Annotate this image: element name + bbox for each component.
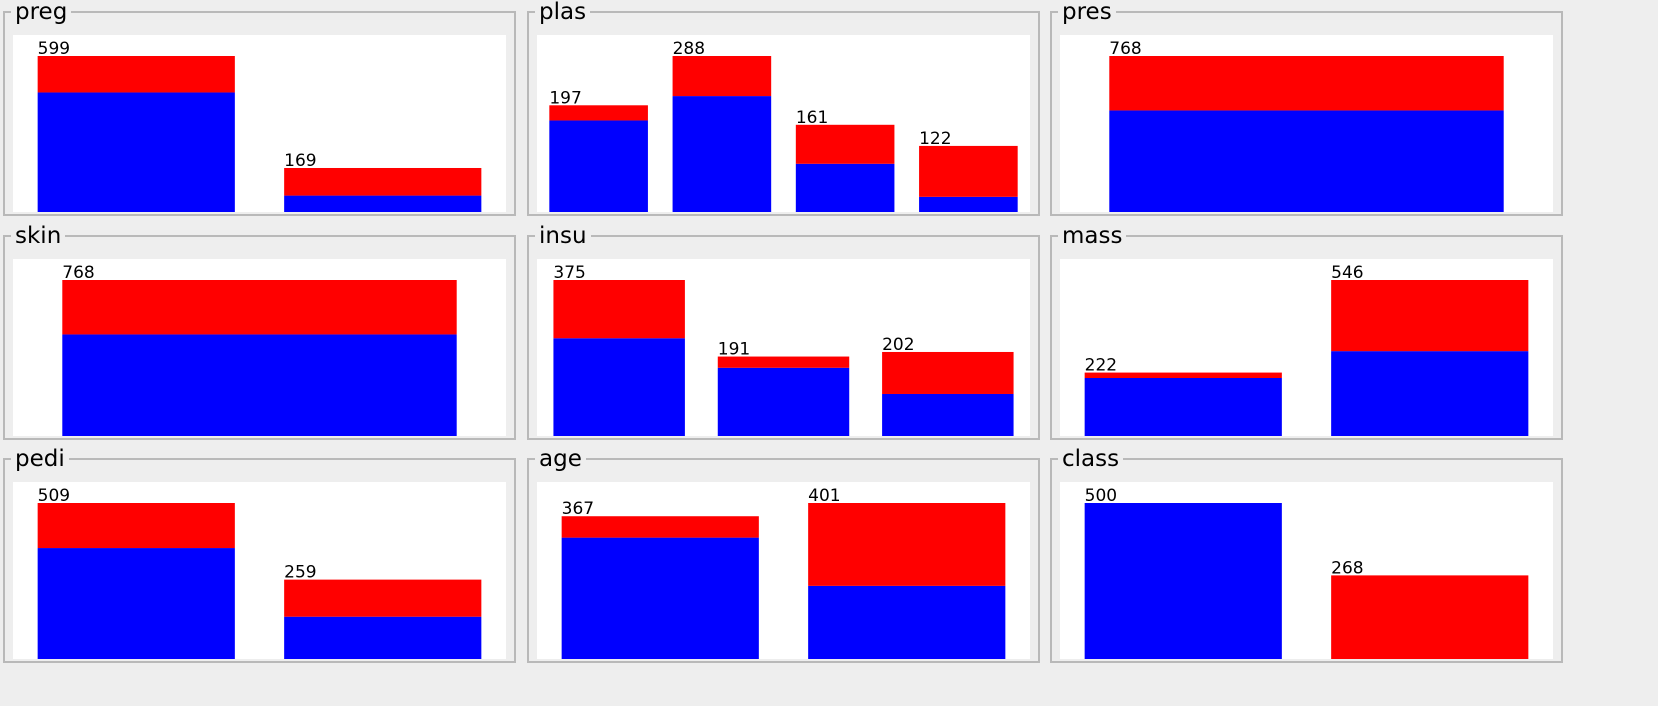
bar-segment-class-b xyxy=(717,356,850,368)
bar-count-label: 509 xyxy=(38,486,70,506)
panel-title: plas xyxy=(535,0,591,25)
plot-area: 367 401 xyxy=(537,482,1030,659)
histogram-panel-insu: insu 375 191 202 xyxy=(527,223,1040,440)
bar-segment-class-a xyxy=(795,163,895,212)
bar-count-label: 367 xyxy=(562,499,594,519)
bar-segment-class-a xyxy=(672,96,772,212)
bar-count-label: 500 xyxy=(1085,486,1117,506)
bar-count-label: 197 xyxy=(549,88,581,108)
bar-count-label: 191 xyxy=(718,340,750,360)
stacked-bar-chart: 768 xyxy=(1109,39,1504,212)
stacked-bar-chart: 197 288 161 122 xyxy=(549,39,1018,212)
histogram-panel-preg: preg 599 169 xyxy=(3,0,516,216)
histogram-panel-mass: mass 222 546 xyxy=(1050,223,1563,440)
bar-count-label: 268 xyxy=(1331,558,1363,578)
bar-segment-class-a xyxy=(882,393,1014,436)
bar-segment-class-b xyxy=(672,56,772,97)
histogram-panel-pedi: pedi 509 259 xyxy=(3,446,516,663)
stacked-bar-chart: 375 191 202 xyxy=(553,263,1014,436)
panel-title: mass xyxy=(1058,223,1127,249)
panel-title: insu xyxy=(535,223,591,249)
bar-count-label: 401 xyxy=(808,486,840,506)
bar-segment-class-b xyxy=(62,280,457,335)
bar-count-label: 768 xyxy=(1109,39,1141,59)
bar-segment-class-a xyxy=(284,195,482,212)
bar-segment-class-b xyxy=(549,105,648,121)
bar-segment-class-b xyxy=(1084,372,1282,378)
bar-segment-class-a xyxy=(553,338,685,436)
bar-segment-class-b xyxy=(1109,56,1504,111)
bar-segment-class-b xyxy=(37,503,235,549)
histogram-panel-age: age 367 401 xyxy=(527,446,1040,663)
bar-segment-class-b xyxy=(37,56,235,93)
bar-segment-class-b xyxy=(1331,575,1529,659)
panel-title: pres xyxy=(1058,0,1116,25)
stacked-bar-chart: 509 259 xyxy=(37,486,482,659)
stacked-bar-chart: 768 xyxy=(62,263,457,436)
bar-segment-class-a xyxy=(37,92,235,212)
stacked-bar-chart: 599 169 xyxy=(37,39,482,212)
histogram-panel-pres: pres 768 xyxy=(1050,0,1563,216)
stacked-bar-chart: 222 546 xyxy=(1084,263,1529,436)
bar-count-label: 259 xyxy=(284,563,316,583)
panel-title: pedi xyxy=(11,446,69,472)
plot-area: 500 268 xyxy=(1060,482,1553,659)
plot-area: 222 546 xyxy=(1060,259,1553,436)
panel-title: preg xyxy=(11,0,72,25)
bar-segment-class-a xyxy=(561,537,759,659)
bar-count-label: 122 xyxy=(919,129,951,149)
histogram-panel-class: class 500 268 xyxy=(1050,446,1563,663)
bar-segment-class-a xyxy=(1084,503,1282,659)
bar-segment-class-a xyxy=(1331,351,1529,436)
bar-segment-class-b xyxy=(561,516,759,538)
bar-count-label: 288 xyxy=(673,39,705,59)
bar-segment-class-b xyxy=(808,503,1006,586)
bar-segment-class-b xyxy=(553,280,685,339)
bar-count-label: 169 xyxy=(284,151,316,171)
plot-area: 509 259 xyxy=(13,482,506,659)
panel-title: class xyxy=(1058,446,1124,472)
bar-segment-class-a xyxy=(549,120,648,212)
bar-segment-class-a xyxy=(1109,110,1504,212)
bar-segment-class-b xyxy=(882,351,1014,394)
plot-area: 768 xyxy=(1060,35,1553,212)
plot-area: 375 191 202 xyxy=(537,259,1030,436)
panel-title: skin xyxy=(11,223,66,249)
bar-segment-class-a xyxy=(37,548,235,659)
bar-segment-class-b xyxy=(284,579,482,617)
bar-segment-class-b xyxy=(284,167,482,196)
plot-area: 768 xyxy=(13,259,506,436)
bar-count-label: 161 xyxy=(796,108,828,128)
bar-count-label: 375 xyxy=(553,263,585,283)
histogram-panel-skin: skin 768 xyxy=(3,223,516,440)
bar-count-label: 768 xyxy=(62,263,94,283)
bar-segment-class-a xyxy=(62,334,457,436)
bar-segment-class-a xyxy=(808,585,1006,659)
bar-segment-class-a xyxy=(919,196,1018,212)
bar-segment-class-b xyxy=(795,124,895,164)
plot-area: 599 169 xyxy=(13,35,506,212)
bar-count-label: 222 xyxy=(1085,356,1117,376)
plot-area: 197 288 161 122 xyxy=(537,35,1030,212)
stacked-bar-chart: 500 268 xyxy=(1084,486,1529,659)
bar-count-label: 599 xyxy=(38,39,70,59)
bar-segment-class-a xyxy=(284,616,482,659)
bar-count-label: 546 xyxy=(1331,263,1363,283)
bar-segment-class-a xyxy=(1084,378,1282,436)
panel-title: age xyxy=(535,446,586,472)
histogram-panel-plas: plas 197 288 161 122 xyxy=(527,0,1040,216)
stacked-bar-chart: 367 401 xyxy=(561,486,1006,659)
bar-segment-class-b xyxy=(919,145,1018,197)
bar-segment-class-a xyxy=(717,367,850,436)
bar-count-label: 202 xyxy=(882,335,914,355)
bar-segment-class-b xyxy=(1331,280,1529,352)
